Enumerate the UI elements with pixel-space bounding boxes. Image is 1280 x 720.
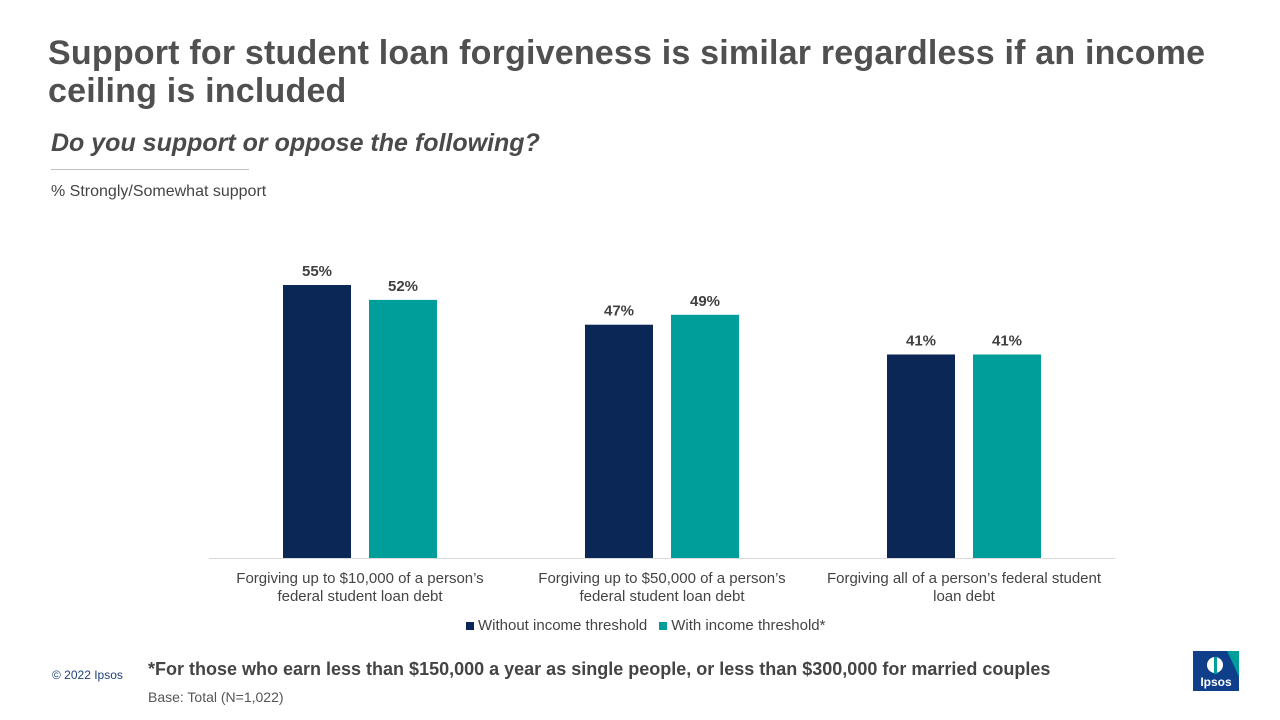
footnote: *For those who earn less than $150,000 a… [148, 659, 1051, 679]
category-label-1-line-1: Forgiving up to $10,000 of a person’s [236, 570, 483, 587]
base-note: Base: Total (N=1,022) [148, 689, 284, 705]
legend-item-with-threshold: With income threshold* [659, 617, 825, 634]
legend-label-with-threshold: With income threshold* [671, 617, 826, 634]
ipsos-logo: Ipsos [1193, 651, 1239, 691]
copyright: © 2022 Ipsos [52, 668, 123, 682]
legend-swatch-with-threshold [659, 621, 668, 630]
bar-with-threshold-2 [671, 314, 739, 558]
data-label-with-threshold-2: 49% [690, 293, 720, 310]
legend-item-without-threshold: Without income threshold [466, 617, 647, 634]
category-label-2-line-1: Forgiving up to $50,000 of a person’s [538, 570, 785, 587]
category-label-1-line-2: federal student loan debt [277, 588, 443, 605]
logo-text: Ipsos [1200, 675, 1232, 689]
bar-with-threshold-3 [973, 354, 1041, 558]
data-label-without-threshold-3: 41% [906, 332, 936, 349]
legend-swatch-without-threshold [466, 621, 474, 630]
data-label-without-threshold-2: 47% [604, 303, 634, 320]
legend-label-without-threshold: Without income threshold [478, 617, 648, 634]
chart-subtitle: Do you support or oppose the following? [51, 129, 540, 157]
bar-without-threshold-1 [283, 285, 351, 558]
data-label-with-threshold-3: 41% [992, 332, 1022, 349]
category-label-2-line-2: federal student loan debt [579, 588, 745, 605]
subtitle-divider [51, 169, 249, 170]
chart-title: Support for student loan forgiveness is … [48, 34, 1206, 110]
legend: Without income threshold With income thr… [466, 617, 837, 634]
bar-without-threshold-3 [887, 354, 955, 558]
category-label-3-line-1: Forgiving all of a person’s federal stud… [827, 570, 1102, 587]
category-label-3-line-2: loan debt [933, 588, 996, 605]
bar-without-threshold-2 [585, 324, 653, 558]
bar-with-threshold-1 [369, 299, 437, 558]
data-label-with-threshold-1: 52% [388, 278, 418, 295]
measure-label: % Strongly/Somewhat support [51, 183, 267, 200]
data-label-without-threshold-1: 55% [302, 263, 332, 280]
